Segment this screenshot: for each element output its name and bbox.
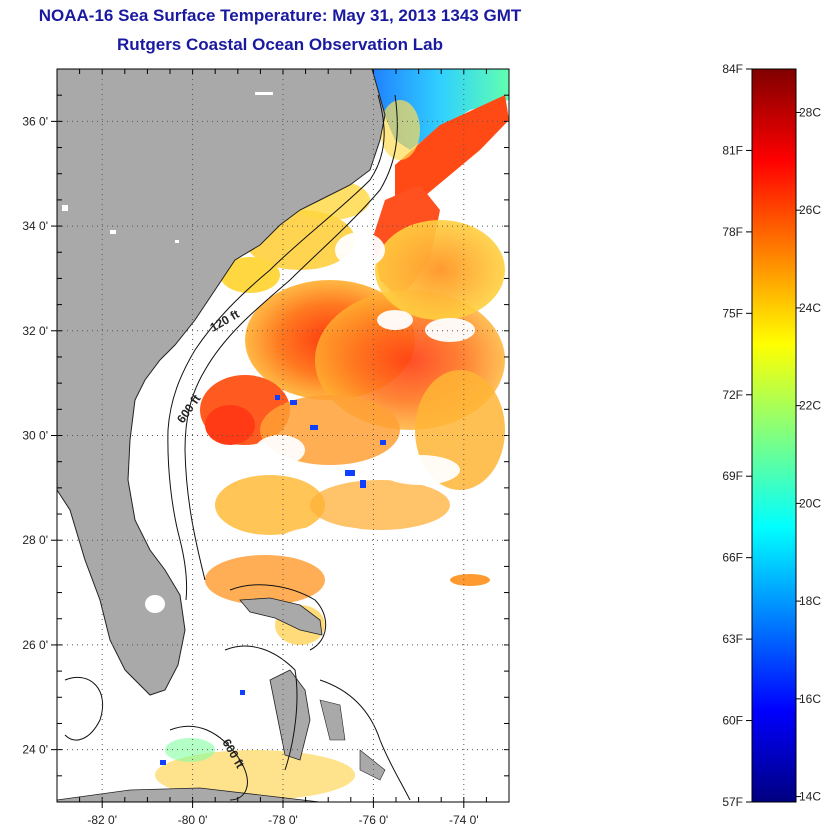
colorbar-f-label: 66F [722,551,743,565]
cold-specks [160,395,386,765]
colorbar-c-label: 20C [799,496,821,510]
colorbar-c-label: 28C [799,105,821,119]
lat-tick-label: 32 0' [22,324,48,338]
isobaths [64,94,411,801]
colorbar-f-label: 72F [722,388,743,402]
map-title: NOAA-16 Sea Surface Temperature: May 31,… [38,6,522,25]
lon-tick-label: -76 0' [359,813,389,827]
gulf-stream-band [395,95,509,220]
colorbar-c-label: 16C [799,692,821,706]
bahamas-andros [269,669,311,761]
colorbar-c-label: 26C [799,203,821,217]
colorbar-c-label: 24C [799,301,821,315]
colorbar-c-label: 22C [799,399,821,413]
map-frame [56,68,510,803]
graticule: -82 0' -80 0' -78 0' -76 0' -74 0' 24 0' 26 0'… [22,68,510,827]
colorbar-c-label: 18C [799,594,821,608]
cuba [57,787,321,802]
colorbar-f-label: 81F [722,143,743,157]
lat-tick-label: 24 0' [22,743,48,757]
lon-tick-label: -80 0' [178,813,208,827]
colorbar-f-label: 63F [722,632,743,646]
colorbar-c-label: 14C [799,790,821,804]
bahamas-grand [239,597,323,636]
colorbar-f-label: 57F [722,795,743,809]
land-mainland [57,69,386,696]
lon-tick-label: -78 0' [268,813,298,827]
lat-tick-label: 36 0' [22,114,48,128]
lon-tick-label: -82 0' [87,813,117,827]
colorbar-f-label: 69F [722,469,743,483]
lat-tick-label: 30 0' [22,429,48,443]
colorbar-f-label: 75F [722,306,743,320]
lat-tick-label: 34 0' [22,219,48,233]
colorbar-f-label: 60F [722,714,743,728]
colorbar-f-label: 84F [722,62,743,76]
lat-tick-label: 26 0' [22,638,48,652]
lat-tick-label: 28 0' [22,533,48,547]
colorbar-f-label: 78F [722,225,743,239]
lon-tick-label: -74 0' [449,813,479,827]
colorbar-scale [751,68,797,803]
map-subtitle: Rutgers Coastal Ocean Observation Lab [117,35,443,54]
